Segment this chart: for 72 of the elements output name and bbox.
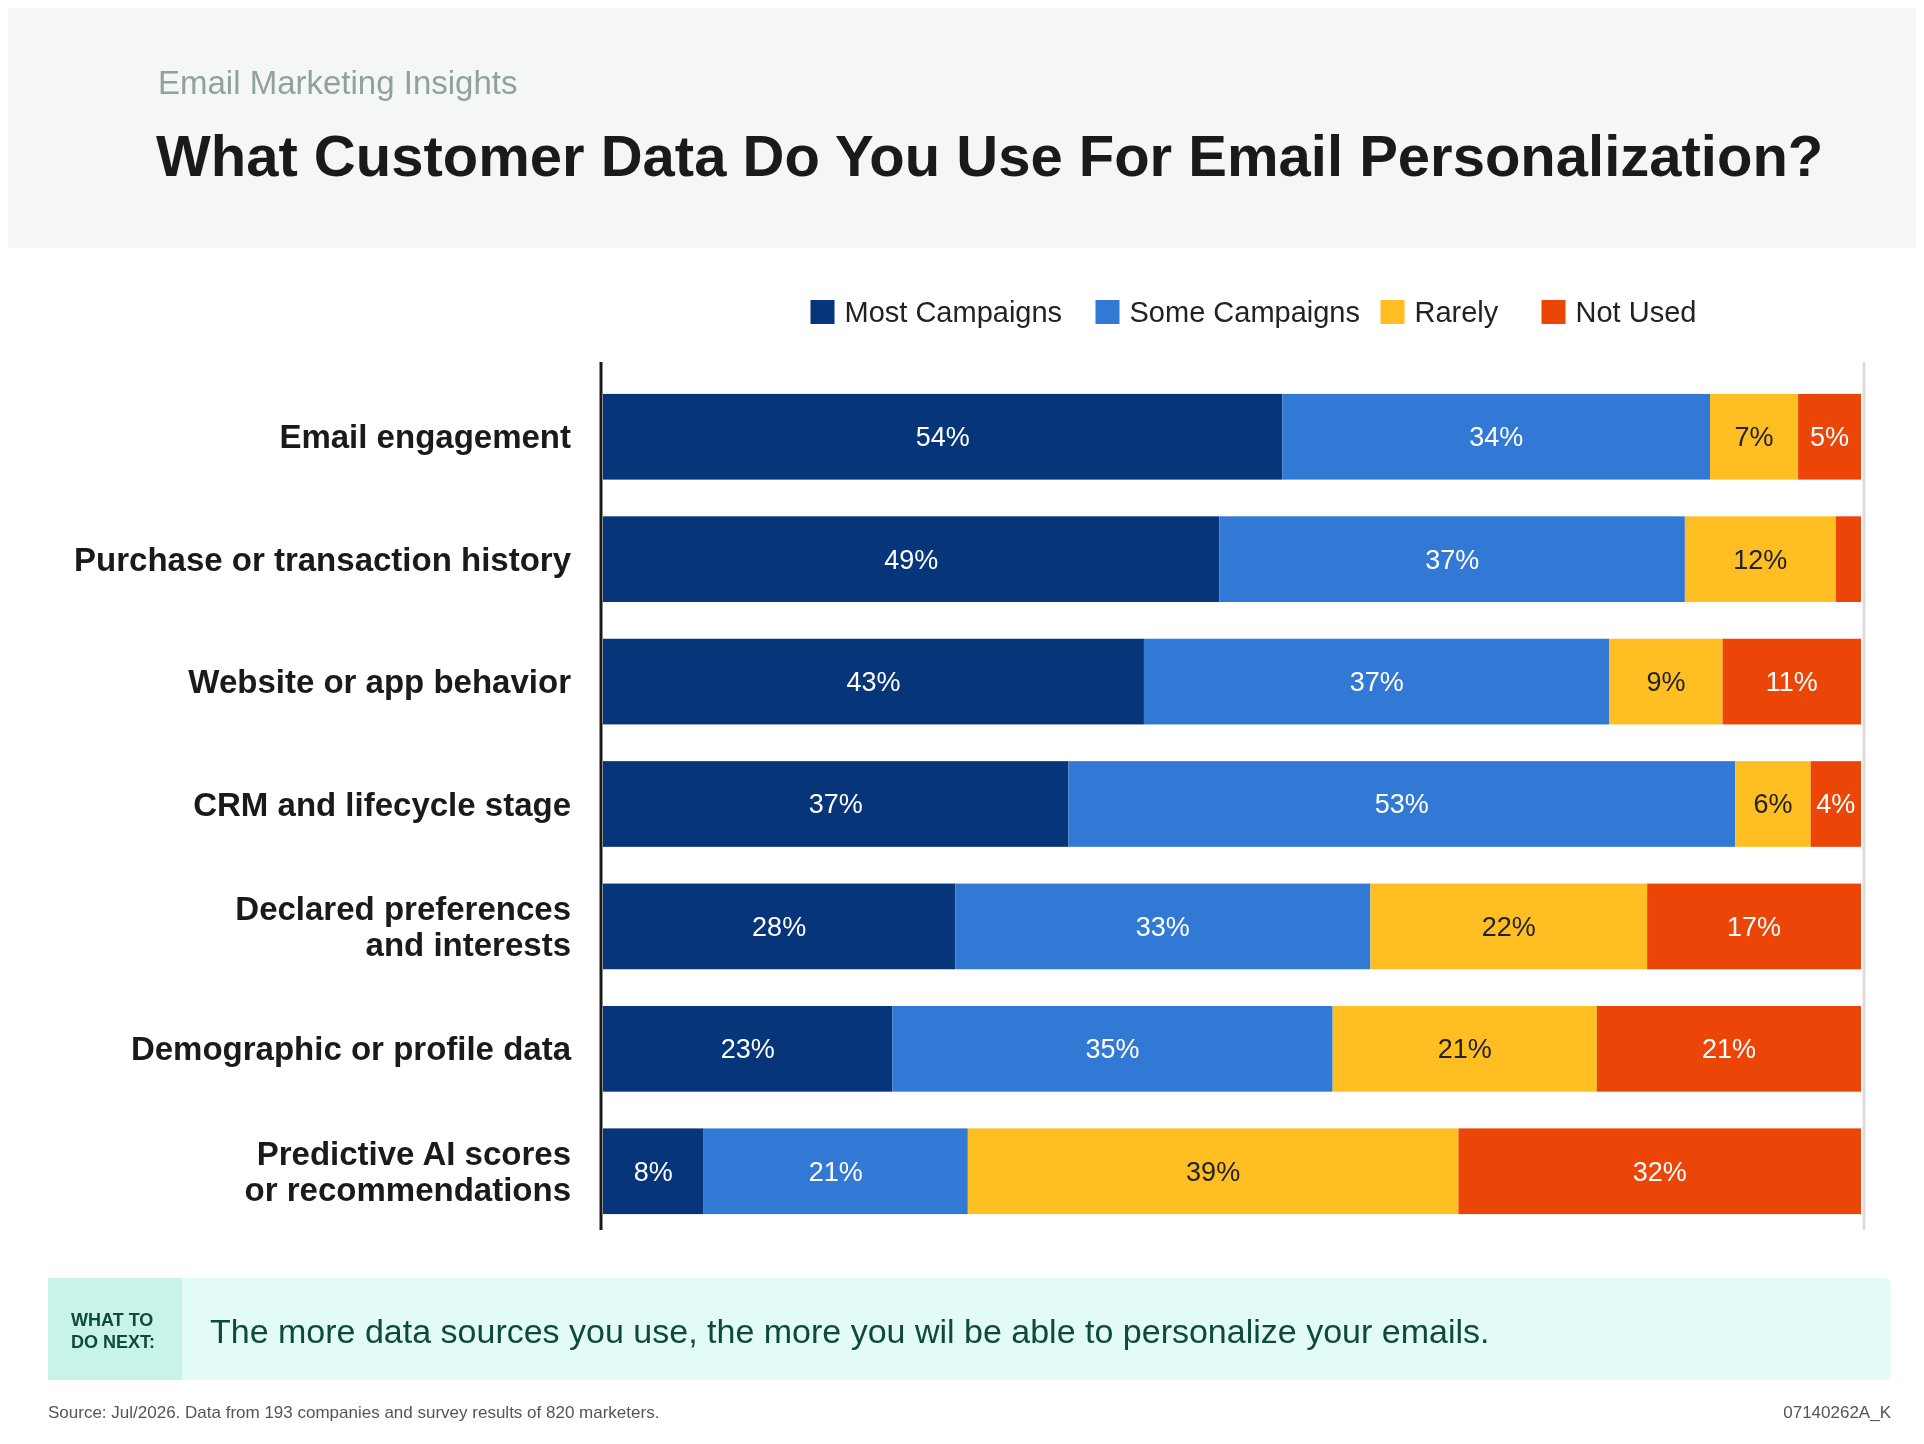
bar bbox=[1332, 1005, 1597, 1092]
data-label: 53% bbox=[1374, 789, 1429, 820]
bar bbox=[1835, 516, 1861, 603]
legend-label: Not Used bbox=[1575, 296, 1697, 329]
data-label: 12% bbox=[1733, 544, 1788, 575]
bar bbox=[1282, 393, 1711, 480]
bar bbox=[1810, 761, 1861, 847]
data-label: 37% bbox=[808, 789, 863, 820]
bar bbox=[1219, 516, 1685, 603]
text: 07140262A_K bbox=[1783, 1403, 1892, 1422]
y-tick-label: Email engagement bbox=[279, 418, 571, 456]
bar bbox=[1143, 638, 1610, 725]
data-label: 37% bbox=[1349, 667, 1404, 698]
bar bbox=[1798, 393, 1861, 480]
data-label: 32% bbox=[1632, 1156, 1687, 1187]
y-tick-label: CRM and lifecycle stage bbox=[193, 785, 571, 823]
bar bbox=[1722, 638, 1861, 725]
y-tick-label: Purchase or transaction history bbox=[74, 540, 572, 578]
data-label: 37% bbox=[1425, 544, 1480, 575]
data-label: 11% bbox=[1765, 667, 1818, 698]
data-label: 23% bbox=[720, 1034, 775, 1065]
bar bbox=[1684, 516, 1836, 603]
legend-label: Some Campaigns bbox=[1129, 296, 1360, 329]
bar bbox=[603, 516, 1220, 603]
data-label: 17% bbox=[1727, 911, 1782, 942]
bar bbox=[955, 883, 1371, 970]
bar bbox=[603, 393, 1283, 480]
bar bbox=[967, 1128, 1459, 1215]
data-label: 4% bbox=[1816, 789, 1856, 820]
legend-label: Most Campaigns bbox=[844, 296, 1063, 329]
bar bbox=[1609, 638, 1723, 725]
bar bbox=[1458, 1128, 1861, 1215]
legend-label: Rarely bbox=[1414, 296, 1499, 329]
data-label: 34% bbox=[1469, 422, 1524, 453]
bar bbox=[603, 1005, 893, 1092]
chart-title: What Customer Data Do You Use For Email Personalization? bbox=[156, 123, 1824, 188]
data-label: 35% bbox=[1085, 1034, 1140, 1065]
data-label: 6% bbox=[1753, 789, 1793, 820]
bar bbox=[1370, 883, 1648, 970]
bar bbox=[1710, 393, 1799, 480]
data-label: 21% bbox=[808, 1156, 863, 1187]
data-label: 21% bbox=[1701, 1034, 1756, 1065]
data-label: 33% bbox=[1135, 911, 1190, 942]
data-label: 28% bbox=[752, 911, 807, 942]
y-tick-label: Predictive AI scores or recommendations bbox=[244, 1134, 571, 1208]
data-label: 39% bbox=[1186, 1156, 1241, 1187]
bar bbox=[1647, 883, 1861, 970]
data-label: 54% bbox=[915, 422, 970, 453]
bar bbox=[603, 761, 1069, 847]
data-label: 8% bbox=[633, 1156, 673, 1187]
data-label: 9% bbox=[1646, 667, 1686, 698]
data-label: 22% bbox=[1481, 911, 1536, 942]
data-label: 7% bbox=[1734, 422, 1774, 453]
y-tick-label: Demographic or profile data bbox=[130, 1030, 572, 1068]
bar bbox=[1596, 1005, 1861, 1092]
text: The more data sources you use, the more you wil be able to personalize your emails. bbox=[210, 1312, 1490, 1350]
bar bbox=[1068, 761, 1736, 847]
bar bbox=[603, 883, 956, 970]
data-label: 49% bbox=[884, 544, 939, 575]
text: WHAT TO DO NEXT: bbox=[71, 1310, 156, 1352]
source-note: Source: Jul/2026. Data from 193 companies and survey results of 820 marketers. bbox=[48, 1403, 660, 1422]
data-label: 21% bbox=[1437, 1034, 1492, 1065]
bar bbox=[703, 1128, 968, 1215]
bar bbox=[603, 1128, 704, 1215]
y-tick-label: Declared preferences and interests bbox=[235, 889, 571, 963]
bar bbox=[1735, 761, 1811, 847]
bar bbox=[603, 638, 1144, 725]
data-label: 43% bbox=[846, 667, 901, 698]
bar bbox=[892, 1005, 1333, 1092]
text: Email Marketing Insights bbox=[158, 64, 518, 101]
y-tick-label: Website or app behavior bbox=[188, 663, 572, 701]
data-label: 5% bbox=[1810, 422, 1850, 453]
